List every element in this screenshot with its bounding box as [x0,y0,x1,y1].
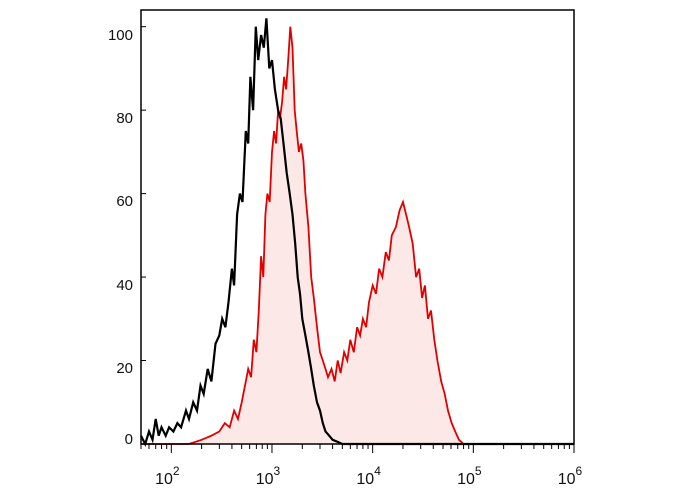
y-tick-label: 20 [116,360,133,377]
y-tick-label: 100 [108,27,133,44]
y-tick-label: 60 [116,193,133,210]
x-tick-label: 104 [356,464,381,488]
x-axis: 102 103 104 105 106 [140,444,583,488]
x-tick-label: 103 [256,464,281,488]
x-tick-label: 105 [457,464,482,488]
series-layer [140,18,574,447]
y-tick-label: 80 [116,110,133,127]
x-tick-label: 106 [558,464,583,488]
series-area [141,26,574,444]
y-tick-label: 0 [125,431,133,448]
x-tick-label: 102 [155,464,180,488]
y-tick-label: 40 [116,277,133,294]
y-axis: 0 20 40 60 80 100 [108,26,146,448]
series-line [140,18,574,447]
series-line [141,26,574,445]
